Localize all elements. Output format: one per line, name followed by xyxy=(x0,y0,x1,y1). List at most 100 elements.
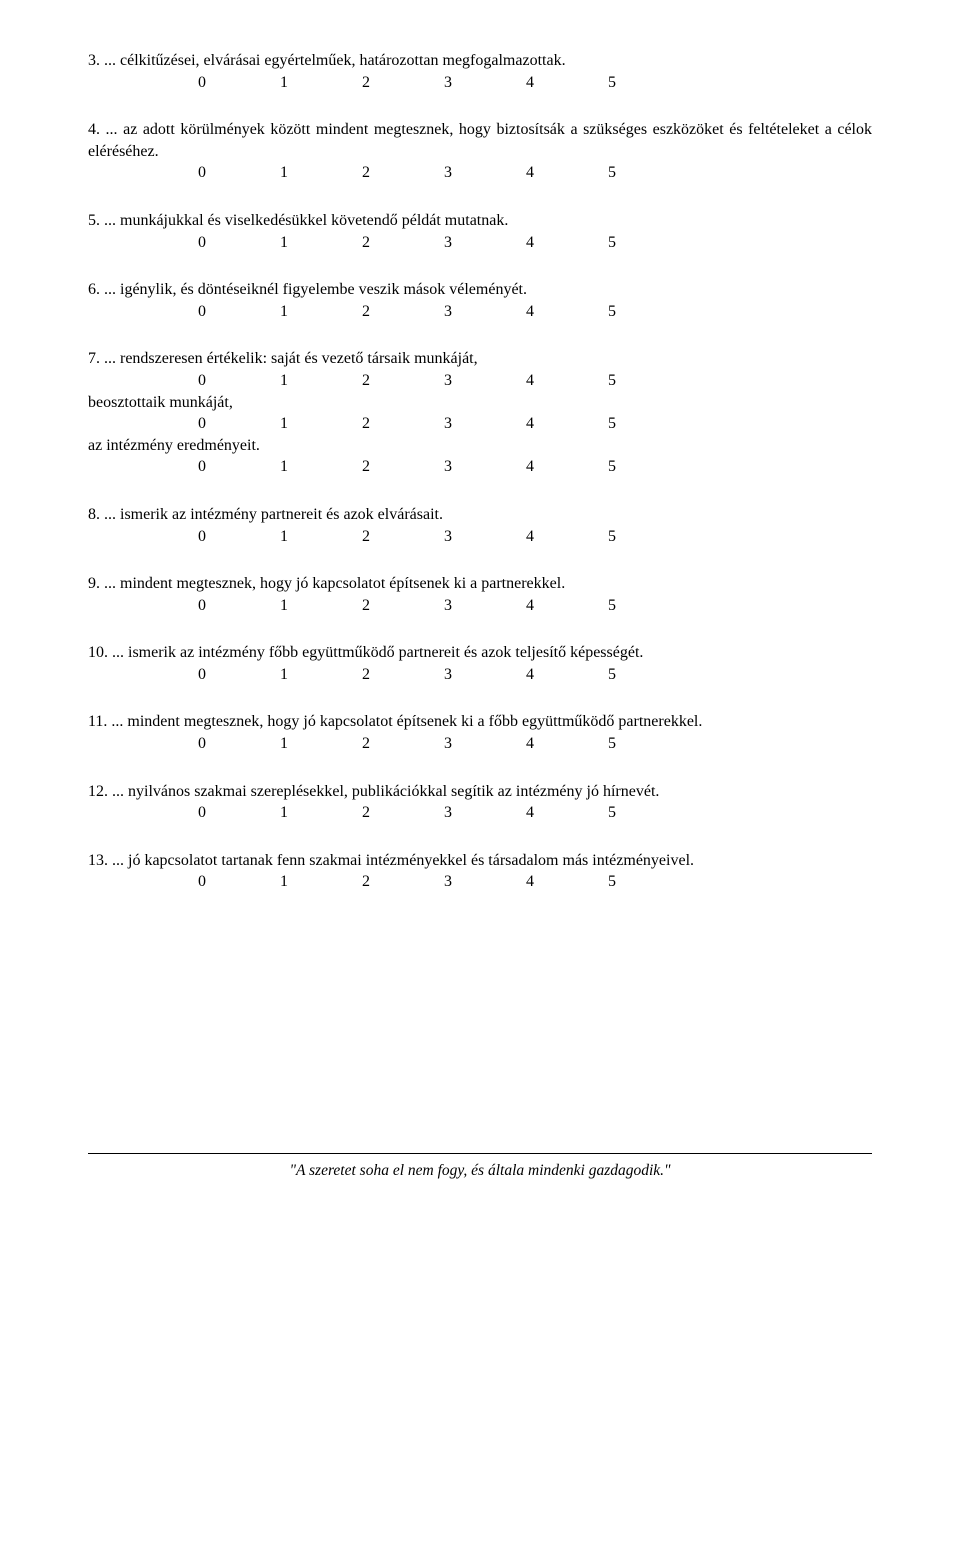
scale-value: 3 xyxy=(444,370,452,392)
scale-value: 4 xyxy=(526,232,534,254)
scale-value: 4 xyxy=(526,370,534,392)
question-11-text: 11. ... mindent megtesznek, hogy jó kapc… xyxy=(88,711,872,733)
scale-value: 4 xyxy=(526,413,534,435)
question-9-scale: 0 1 2 3 4 5 xyxy=(88,595,872,617)
question-8-text: 8. ... ismerik az intézmény partnereit é… xyxy=(88,504,872,526)
question-9-text: 9. ... mindent megtesznek, hogy jó kapcs… xyxy=(88,573,872,595)
scale-value: 0 xyxy=(198,301,206,323)
question-8: 8. ... ismerik az intézmény partnereit é… xyxy=(88,504,872,547)
scale-value: 1 xyxy=(280,802,288,824)
scale-value: 4 xyxy=(526,526,534,548)
question-13-text: 13. ... jó kapcsolatot tartanak fenn sza… xyxy=(88,850,872,872)
scale-value: 5 xyxy=(608,456,616,478)
scale-value: 1 xyxy=(280,871,288,893)
question-11: 11. ... mindent megtesznek, hogy jó kapc… xyxy=(88,711,872,754)
question-7: 7. ... rendszeresen értékelik: saját és … xyxy=(88,348,872,478)
question-7-sub2: az intézmény eredményeit. xyxy=(88,435,872,457)
scale-value: 4 xyxy=(526,871,534,893)
scale-value: 4 xyxy=(526,162,534,184)
scale-value: 3 xyxy=(444,456,452,478)
scale-value: 5 xyxy=(608,802,616,824)
scale-value: 0 xyxy=(198,72,206,94)
scale-value: 0 xyxy=(198,802,206,824)
question-8-scale: 0 1 2 3 4 5 xyxy=(88,526,872,548)
question-10-text: 10. ... ismerik az intézmény főbb együtt… xyxy=(88,642,872,664)
scale-value: 3 xyxy=(444,664,452,686)
scale-value: 4 xyxy=(526,664,534,686)
scale-value: 0 xyxy=(198,456,206,478)
question-10-scale: 0 1 2 3 4 5 xyxy=(88,664,872,686)
scale-value: 3 xyxy=(444,232,452,254)
scale-value: 1 xyxy=(280,301,288,323)
scale-value: 5 xyxy=(608,72,616,94)
scale-value: 2 xyxy=(362,733,370,755)
question-6: 6. ... igénylik, és döntéseiknél figyele… xyxy=(88,279,872,322)
scale-value: 1 xyxy=(280,232,288,254)
scale-value: 4 xyxy=(526,733,534,755)
question-5: 5. ... munkájukkal és viselkedésükkel kö… xyxy=(88,210,872,253)
scale-value: 5 xyxy=(608,733,616,755)
scale-value: 5 xyxy=(608,871,616,893)
scale-value: 1 xyxy=(280,595,288,617)
question-7-text: 7. ... rendszeresen értékelik: saját és … xyxy=(88,348,872,370)
question-3: 3. ... célkitűzései, elvárásai egyértelm… xyxy=(88,50,872,93)
scale-value: 4 xyxy=(526,72,534,94)
scale-value: 4 xyxy=(526,301,534,323)
scale-value: 0 xyxy=(198,733,206,755)
scale-value: 4 xyxy=(526,595,534,617)
scale-value: 1 xyxy=(280,370,288,392)
scale-value: 0 xyxy=(198,413,206,435)
scale-value: 3 xyxy=(444,301,452,323)
question-7-sub1: beosztottaik munkáját, xyxy=(88,392,872,414)
scale-value: 5 xyxy=(608,301,616,323)
scale-value: 4 xyxy=(526,802,534,824)
scale-value: 2 xyxy=(362,232,370,254)
footer-quote: "A szeretet soha el nem fogy, és általa … xyxy=(88,1162,872,1180)
question-3-scale: 0 1 2 3 4 5 xyxy=(88,72,872,94)
scale-value: 5 xyxy=(608,526,616,548)
question-12-text: 12. ... nyilvános szakmai szereplésekkel… xyxy=(88,781,872,803)
scale-value: 3 xyxy=(444,595,452,617)
question-10: 10. ... ismerik az intézmény főbb együtt… xyxy=(88,642,872,685)
question-11-scale: 0 1 2 3 4 5 xyxy=(88,733,872,755)
question-7-scale-a: 0 1 2 3 4 5 xyxy=(88,370,872,392)
scale-value: 5 xyxy=(608,232,616,254)
question-6-scale: 0 1 2 3 4 5 xyxy=(88,301,872,323)
scale-value: 1 xyxy=(280,162,288,184)
scale-value: 3 xyxy=(444,526,452,548)
question-6-text: 6. ... igénylik, és döntéseiknél figyele… xyxy=(88,279,872,301)
scale-value: 2 xyxy=(362,301,370,323)
scale-value: 5 xyxy=(608,162,616,184)
scale-value: 5 xyxy=(608,370,616,392)
scale-value: 2 xyxy=(362,802,370,824)
scale-value: 2 xyxy=(362,370,370,392)
scale-value: 0 xyxy=(198,232,206,254)
scale-value: 1 xyxy=(280,456,288,478)
scale-value: 2 xyxy=(362,72,370,94)
scale-value: 5 xyxy=(608,664,616,686)
scale-value: 1 xyxy=(280,72,288,94)
scale-value: 4 xyxy=(526,456,534,478)
question-13-scale: 0 1 2 3 4 5 xyxy=(88,871,872,893)
question-4-scale: 0 1 2 3 4 5 xyxy=(88,162,872,184)
question-12: 12. ... nyilvános szakmai szereplésekkel… xyxy=(88,781,872,824)
scale-value: 2 xyxy=(362,162,370,184)
question-4-text: 4. ... az adott körülmények között minde… xyxy=(88,119,872,162)
question-13: 13. ... jó kapcsolatot tartanak fenn sza… xyxy=(88,850,872,893)
scale-value: 2 xyxy=(362,413,370,435)
scale-value: 3 xyxy=(444,802,452,824)
question-3-text: 3. ... célkitűzései, elvárásai egyértelm… xyxy=(88,50,872,72)
question-7-scale-c: 0 1 2 3 4 5 xyxy=(88,456,872,478)
scale-value: 1 xyxy=(280,413,288,435)
scale-value: 1 xyxy=(280,664,288,686)
scale-value: 5 xyxy=(608,595,616,617)
scale-value: 3 xyxy=(444,733,452,755)
scale-value: 2 xyxy=(362,526,370,548)
scale-value: 0 xyxy=(198,162,206,184)
scale-value: 3 xyxy=(444,72,452,94)
scale-value: 3 xyxy=(444,413,452,435)
scale-value: 3 xyxy=(444,162,452,184)
scale-value: 0 xyxy=(198,526,206,548)
scale-value: 0 xyxy=(198,871,206,893)
scale-value: 5 xyxy=(608,413,616,435)
